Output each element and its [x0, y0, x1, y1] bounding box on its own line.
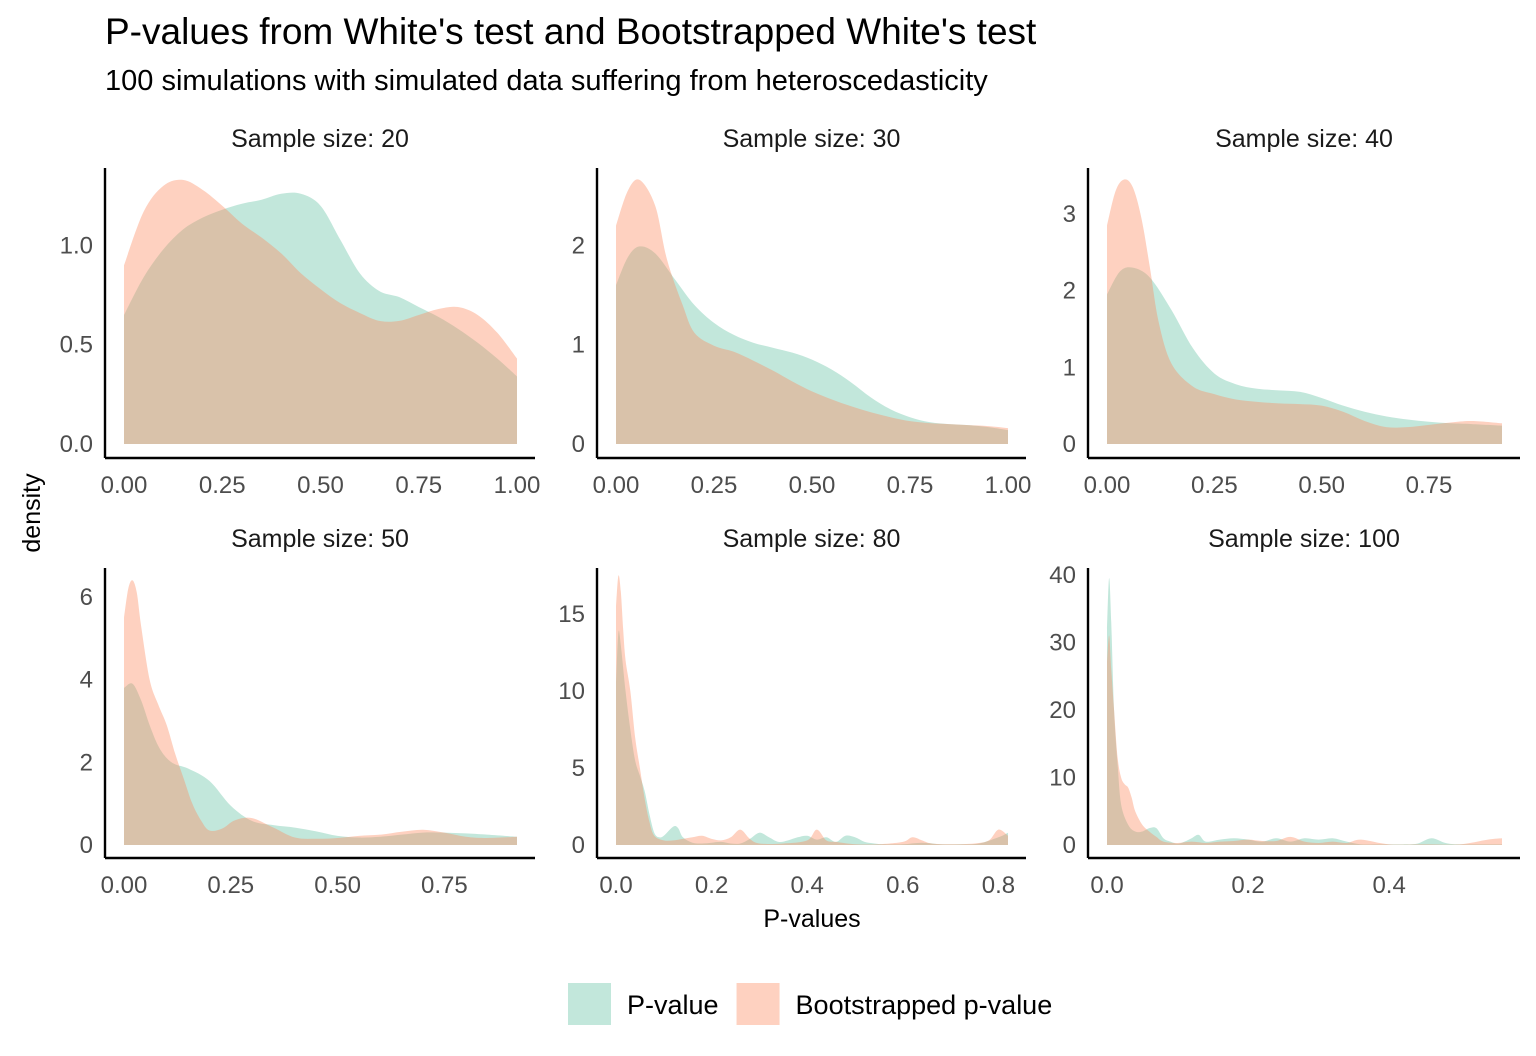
x-tick-label: 0.00 — [101, 872, 148, 899]
legend-label: P-value — [627, 990, 719, 1020]
y-tick-label: 2 — [572, 232, 585, 259]
x-tick-label: 0.50 — [297, 472, 344, 499]
x-tick-label: 0.4 — [1372, 872, 1405, 899]
x-tick-label: 0.75 — [1406, 472, 1453, 499]
density-area-p-value — [124, 192, 517, 444]
x-tick-label: 0.00 — [101, 472, 148, 499]
facet-strip-label: Sample size: 50 — [231, 525, 409, 553]
density-area-p-value — [1107, 267, 1502, 444]
density-area-bootstrapped — [124, 580, 517, 845]
x-tick-label: 0.75 — [421, 872, 468, 899]
legend-key-swatch — [736, 983, 780, 1025]
y-tick-label: 0 — [1063, 832, 1076, 859]
chart-title: P-values from White's test and Bootstrap… — [105, 11, 1037, 52]
y-tick-label: 2 — [80, 749, 93, 776]
y-tick-label: 1 — [572, 332, 585, 359]
density-area-bootstrapped — [616, 575, 1008, 845]
x-tick-label: 1.00 — [985, 472, 1032, 499]
density-area-bootstrapped — [1107, 179, 1502, 445]
facet-panel: Sample size: 50 0 2 4 6 0.00 0.25 0.50 0.75 — [80, 525, 535, 899]
facet-strip-label: Sample size: 40 — [1215, 125, 1393, 153]
x-tick-label: 0.25 — [1191, 472, 1238, 499]
y-tick-label: 0 — [80, 832, 93, 859]
y-tick-label: 0.0 — [60, 431, 93, 458]
x-tick-label: 0.25 — [691, 472, 738, 499]
y-tick-label: 15 — [558, 601, 585, 628]
x-tick-label: 0.50 — [314, 872, 361, 899]
y-tick-label: 5 — [572, 755, 585, 782]
x-tick-label: 0.2 — [1231, 872, 1264, 899]
y-tick-label: 20 — [1049, 697, 1076, 724]
x-tick-label: 0.00 — [593, 472, 640, 499]
x-tick-label: 0.0 — [1090, 872, 1123, 899]
y-tick-label: 2 — [1063, 278, 1076, 305]
y-tick-label: 0.5 — [60, 332, 93, 359]
legend: P-value Bootstrapped p-value — [568, 983, 1052, 1025]
x-axis-title: P-values — [763, 905, 860, 933]
x-tick-label: 0.50 — [1298, 472, 1345, 499]
x-tick-label: 0.75 — [395, 472, 442, 499]
legend-item-p-value: P-value — [568, 983, 719, 1025]
y-axis-title: density — [18, 473, 46, 553]
y-tick-label: 4 — [80, 667, 93, 694]
y-tick-label: 10 — [558, 678, 585, 705]
facet-strip-label: Sample size: 30 — [723, 125, 901, 153]
x-tick-label: 1.00 — [494, 472, 541, 499]
legend-label: Bootstrapped p-value — [796, 990, 1053, 1020]
x-tick-label: 0.2 — [695, 872, 728, 899]
density-area-bootstrapped — [616, 179, 1008, 444]
y-tick-label: 1 — [1063, 354, 1076, 381]
legend-item-bootstrapped: Bootstrapped p-value — [736, 983, 1053, 1025]
x-tick-label: 0.75 — [887, 472, 934, 499]
density-area-p-value — [616, 630, 1008, 845]
y-tick-label: 0 — [572, 431, 585, 458]
facet-panel: Sample size: 100 0 10 20 30 40 0.0 0.2 0.4 — [1049, 525, 1520, 899]
density-area-p-value — [1107, 578, 1502, 845]
legend-key-swatch — [568, 983, 611, 1025]
y-tick-label: 40 — [1049, 562, 1076, 589]
y-tick-label: 0 — [1063, 431, 1076, 458]
density-area-bootstrapped — [1107, 635, 1502, 845]
y-tick-label: 6 — [80, 584, 93, 611]
x-tick-label: 0.25 — [207, 872, 254, 899]
x-tick-label: 0.0 — [599, 872, 632, 899]
facet-panel: Sample size: 40 0 1 2 3 0.00 0.25 0.50 0.75 — [1063, 125, 1520, 499]
y-tick-label: 0 — [572, 832, 585, 859]
x-tick-label: 0.8 — [982, 872, 1015, 899]
facet-panel: Sample size: 30 0 1 2 0.00 0.25 0.50 0.75 1.00 — [572, 125, 1032, 499]
y-tick-label: 30 — [1049, 629, 1076, 656]
facet-strip-label: Sample size: 100 — [1208, 525, 1400, 553]
facet-strip-label: Sample size: 80 — [723, 525, 901, 553]
y-tick-label: 10 — [1049, 764, 1076, 791]
x-tick-label: 0.6 — [886, 872, 919, 899]
x-tick-label: 0.25 — [199, 472, 246, 499]
facet-panels: Sample size: 200.00.51.00.00 0.25 0.50 0.75… — [60, 125, 1520, 899]
density-area-p-value — [616, 246, 1008, 444]
facet-strip-label: Sample size: 20 — [231, 125, 409, 153]
x-tick-label: 0.00 — [1084, 472, 1131, 499]
y-tick-label: 1.0 — [60, 232, 93, 259]
chart-subtitle: 100 simulations with simulated data suff… — [105, 65, 988, 97]
facet-panel: Sample size: 80 0 5 10 15 0.0 0.2 0.4 0.6 0.8 — [558, 525, 1026, 899]
facet-panel: Sample size: 20 0.0 0.5 1.0 0.00 0.25 0.50 0.75… — [60, 125, 541, 499]
density-area-p-value — [124, 683, 517, 845]
x-tick-label: 0.4 — [791, 872, 824, 899]
y-tick-label: 3 — [1063, 201, 1076, 228]
density-area-bootstrapped — [124, 179, 517, 445]
x-tick-label: 0.50 — [789, 472, 836, 499]
